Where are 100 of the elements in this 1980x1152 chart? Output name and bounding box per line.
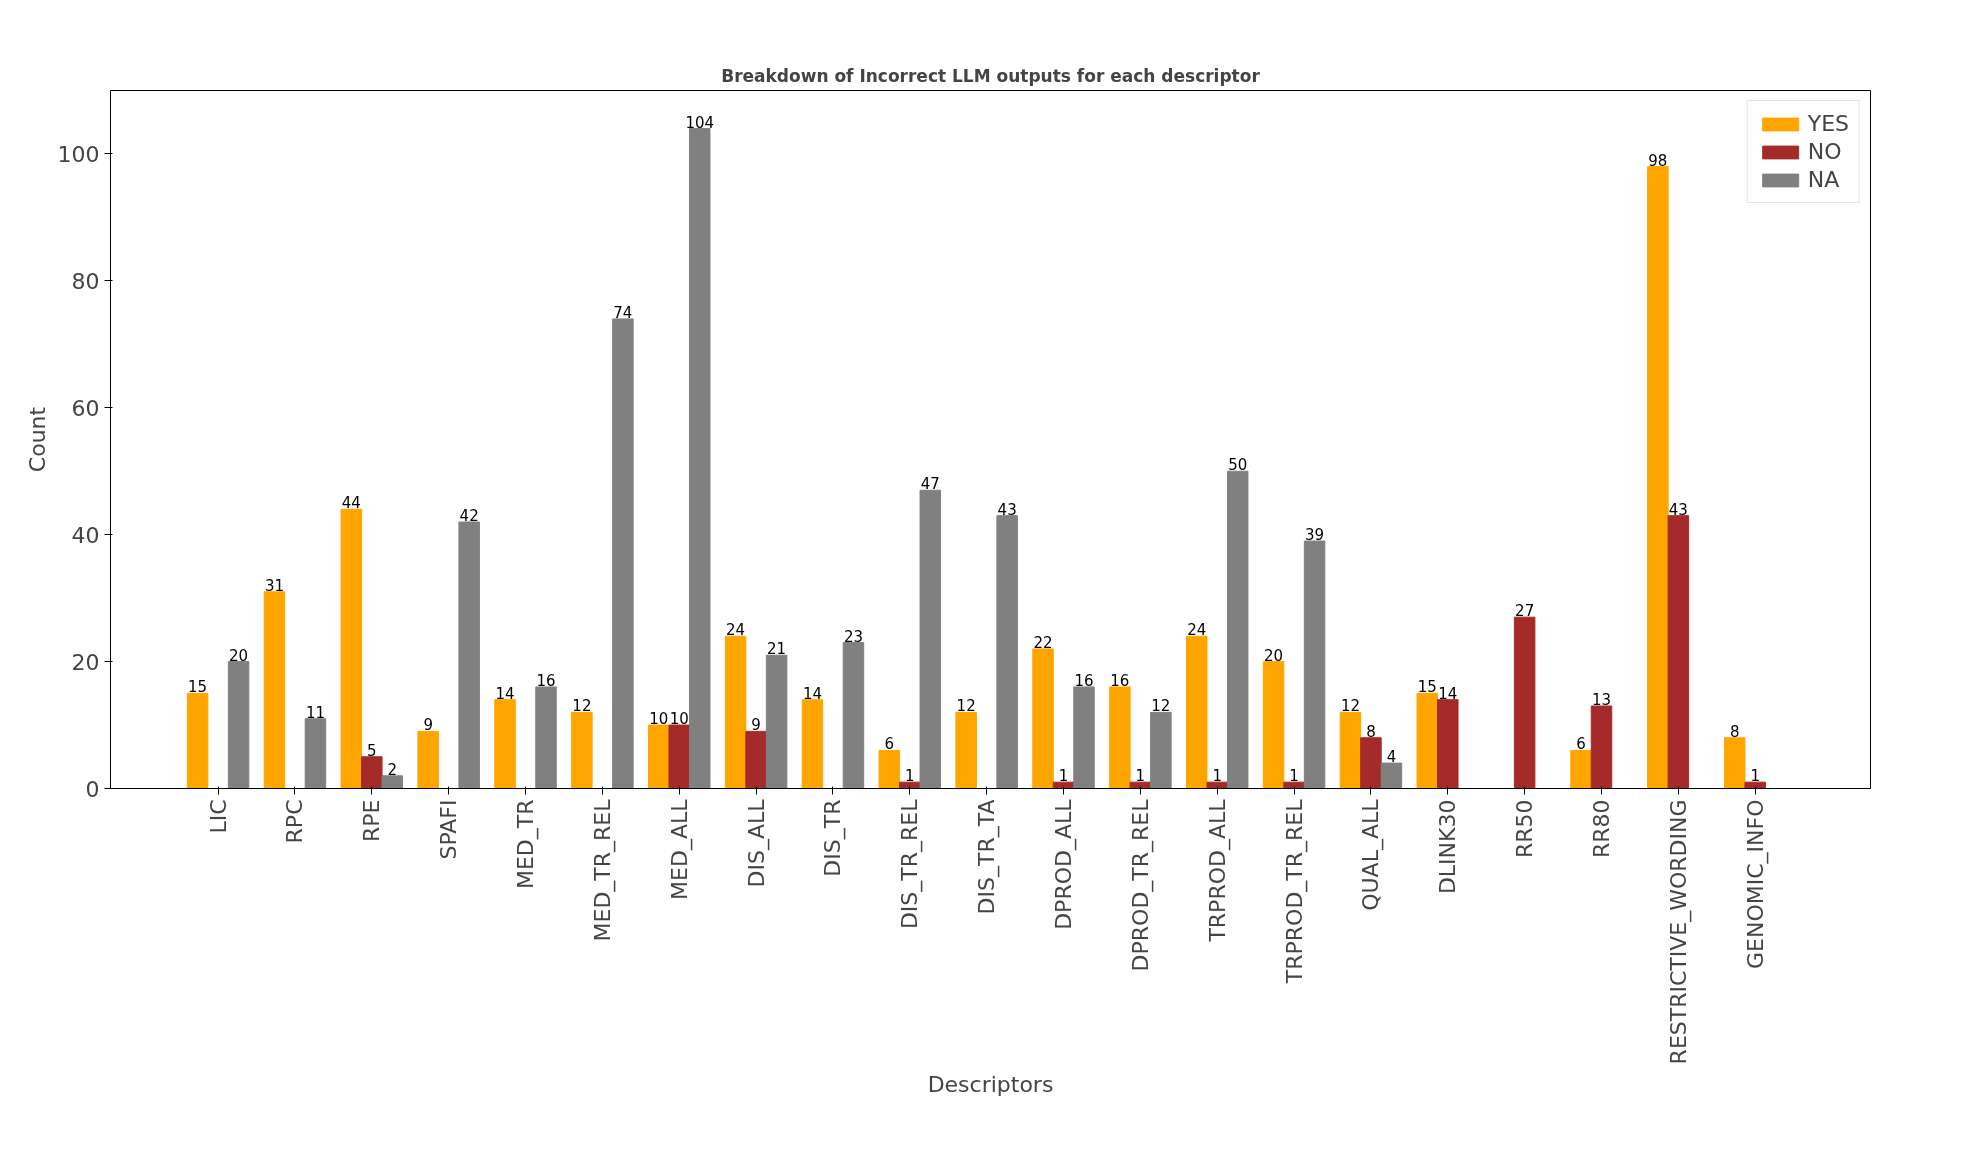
y-tick-label: 100 — [57, 141, 100, 167]
data-label: 27 — [1515, 602, 1535, 621]
data-label: 12 — [1151, 697, 1171, 716]
bar — [724, 635, 747, 789]
data-label: 9 — [751, 716, 761, 735]
data-label: 8 — [1366, 722, 1376, 741]
data-label: 1 — [1750, 767, 1760, 786]
data-label: 9 — [423, 716, 433, 735]
y-tick-label: 80 — [71, 268, 100, 294]
data-label: 98 — [1648, 151, 1668, 170]
bar — [381, 775, 404, 789]
bar — [955, 711, 977, 789]
x-tick-label: DPROD_TR_REL — [1127, 798, 1154, 972]
x-tick-label: RPC — [282, 799, 308, 844]
bar — [1109, 686, 1131, 789]
data-label: 39 — [1305, 526, 1325, 545]
bar — [996, 515, 1018, 789]
bar — [304, 718, 327, 789]
data-label: 6 — [884, 735, 895, 754]
y-tick-label: 0 — [85, 776, 100, 802]
y-tick-label: 60 — [71, 395, 100, 421]
bar — [1744, 781, 1766, 789]
bar — [1032, 648, 1054, 789]
bar — [668, 724, 690, 789]
x-tick-label: LIC — [205, 799, 231, 834]
bar — [842, 642, 865, 789]
data-label: 10 — [649, 710, 669, 729]
bar — [765, 654, 788, 789]
data-label: 24 — [726, 621, 746, 640]
data-label: 16 — [1110, 671, 1130, 690]
x-tick-label: SPAFI — [436, 799, 462, 860]
x-tick-label: DPROD_ALL — [1051, 798, 1078, 930]
bar — [745, 730, 767, 789]
bar — [494, 699, 516, 789]
data-label: 1 — [1135, 767, 1146, 786]
bar — [1570, 749, 1592, 789]
bar — [535, 686, 557, 789]
data-label: 10 — [669, 710, 689, 729]
data-label: 43 — [1668, 500, 1688, 519]
data-label: 21 — [767, 640, 787, 659]
data-label: 1 — [1212, 767, 1222, 786]
x-tick-label: RESTRICTIVE_WORDING — [1665, 799, 1692, 1065]
data-label: 47 — [920, 475, 940, 494]
bar — [1647, 166, 1669, 789]
bar — [1150, 711, 1172, 789]
bar — [612, 318, 634, 789]
x-tick-label: MED_ALL — [666, 798, 693, 900]
bar — [1339, 711, 1362, 789]
data-label: 14 — [495, 684, 515, 703]
data-label: 12 — [1340, 697, 1360, 716]
x-tick-label: DIS_TR_REL — [897, 798, 924, 930]
data-label: 20 — [1264, 646, 1284, 665]
data-label: 22 — [1033, 633, 1053, 652]
bar — [186, 692, 209, 789]
x-tick-label: DIS_TR — [820, 799, 847, 877]
data-label: 8 — [1729, 722, 1740, 741]
y-tick-label: 40 — [71, 522, 100, 548]
y-axis-title: Count — [24, 406, 50, 473]
x-tick-label: QUAL_ALL — [1358, 798, 1385, 911]
data-label: 5 — [367, 741, 377, 760]
data-label: 50 — [1228, 456, 1248, 475]
bar — [878, 749, 901, 789]
legend-label: YES — [1807, 111, 1849, 136]
x-tick-label: MED_TR_REL — [589, 798, 616, 942]
bar — [1185, 635, 1208, 789]
data-label: 24 — [1187, 621, 1207, 640]
bar — [1262, 661, 1285, 789]
bar — [1437, 699, 1459, 789]
data-label: 1 — [1058, 767, 1069, 786]
bar — [647, 724, 670, 789]
data-label: 1 — [1289, 767, 1299, 786]
x-tick-label: DLINK30 — [1435, 799, 1461, 895]
bar — [1513, 616, 1536, 789]
bar — [1590, 705, 1613, 789]
x-tick-label: MED_TR — [513, 799, 540, 890]
data-label: 104 — [685, 113, 715, 132]
data-label: 12 — [572, 697, 592, 716]
x-tick-label: DIS_ALL — [743, 798, 770, 888]
bar — [688, 128, 711, 789]
data-label: 16 — [536, 671, 556, 690]
data-label: 1 — [905, 767, 915, 786]
data-label: 2 — [387, 760, 398, 779]
data-label: 44 — [341, 494, 361, 513]
legend-label: NO — [1807, 139, 1842, 164]
data-label: 15 — [188, 678, 208, 697]
data-label: 13 — [1591, 691, 1612, 710]
x-tick-label: RPE — [359, 799, 385, 842]
x-tick-label: DIS_TR_TA — [974, 799, 1001, 915]
data-label: 74 — [613, 303, 633, 322]
bar — [1226, 470, 1249, 789]
bar — [1303, 540, 1326, 789]
bar — [1416, 692, 1439, 789]
legend-label: NA — [1807, 167, 1840, 192]
data-label: 20 — [229, 646, 249, 665]
bar — [458, 521, 480, 789]
data-label: 15 — [1417, 678, 1437, 697]
x-tick-label: RR80 — [1589, 799, 1614, 859]
data-label: 43 — [997, 500, 1017, 519]
x-axis-title: Descriptors — [927, 1072, 1054, 1098]
bar — [919, 489, 942, 789]
